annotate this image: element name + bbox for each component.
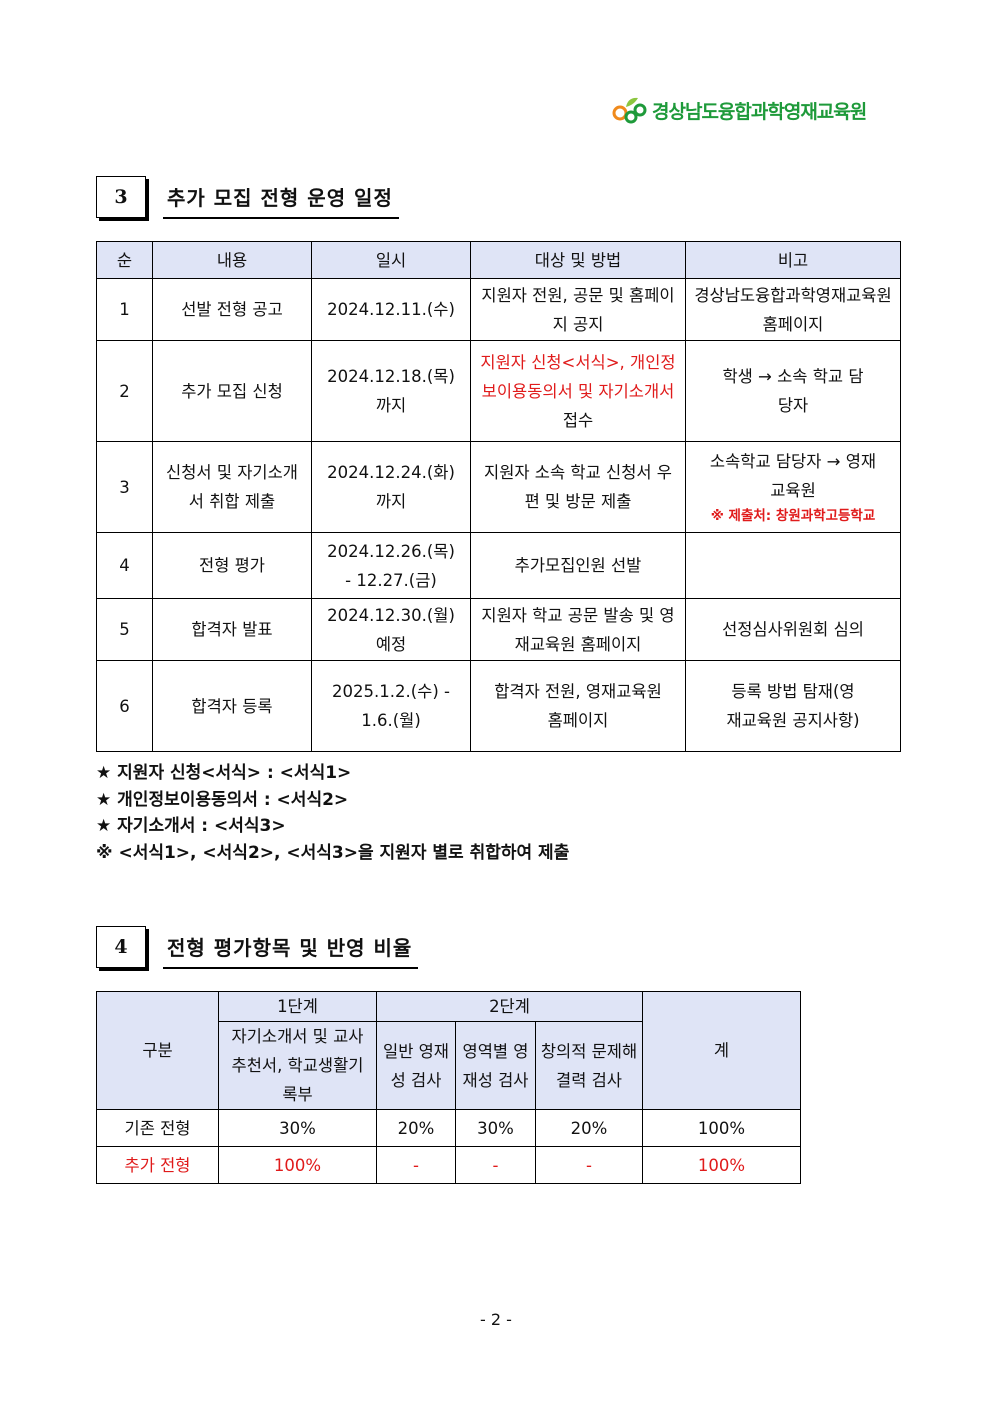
cell-total: 100% [642, 1146, 801, 1184]
table-row: 2 추가 모집 신청 2024.12.18.(목) 까지 지원자 신청<서식>,… [96, 340, 901, 442]
note-submission: ※ 제출처: 창원과학고등학교 [710, 508, 876, 524]
table-row: 5 합격자 발표 2024.12.30.(월) 예정 지원자 학교 공문 발송 … [96, 598, 901, 661]
cell-no: 4 [96, 532, 153, 599]
header-cell: 비고 [685, 241, 901, 279]
header-item: 영역별 영재성 검사 [455, 1021, 536, 1110]
cell-no: 5 [96, 598, 153, 661]
cell-no: 1 [96, 278, 153, 341]
table-header-row: 자기소개서 및 교사 추천서, 학교생활기록부 일반 영재성 검사 영역별 영재… [97, 1021, 801, 1110]
cell-content: 신청서 및 자기소개서 취합 제출 [152, 441, 312, 533]
header-stage1: 1단계 [218, 991, 377, 1022]
note-item: ※ <서식1>, <서식2>, <서식3>을 지원자 별로 취합하여 제출 [96, 842, 570, 863]
cell-value: 20% [535, 1109, 643, 1147]
header-cell: 일시 [311, 241, 471, 279]
cell-date: 2024.12.24.(화) 까지 [311, 441, 471, 533]
note-item: ★ 개인정보이용동의서 : <서식2> [96, 789, 349, 810]
cell-content: 선발 전형 공고 [152, 278, 312, 341]
table-row: 추가 전형 100% - - - 100% [96, 1146, 801, 1184]
header-cell: 내용 [152, 241, 312, 279]
note-item: ★ 자기소개서 : <서식3> [96, 816, 286, 836]
cell-note: 학생 → 소속 학교 담당자 [685, 340, 901, 442]
cell-date: 2025.1.2.(수) - 1.6.(월) [311, 660, 471, 752]
cell-content: 추가 모집 신청 [152, 340, 312, 442]
table-header-row: 순 내용 일시 대상 및 방법 비고 [96, 241, 901, 279]
cell-note: 경상남도융합과학영재교육원 홈페이지 [685, 278, 901, 341]
table-row: 3 신청서 및 자기소개서 취합 제출 2024.12.24.(화) 까지 지원… [96, 441, 901, 533]
section-number: 4 [96, 926, 146, 968]
cell-note [685, 532, 901, 599]
note-text: 소속학교 담당자 → 영재교육원 [709, 452, 877, 500]
cell-value: - [455, 1146, 536, 1184]
cell-value: 30% [455, 1109, 536, 1147]
table-row: 4 전형 평가 2024.12.26.(목) - 12.27.(금) 추가모집인… [96, 532, 901, 599]
cell-method: 지원자 전원, 공문 및 홈페이지 공지 [470, 278, 686, 341]
cell-content: 합격자 발표 [152, 598, 312, 661]
cell-note: 등록 방법 탐재(영재교육원 공지사항) [685, 660, 901, 752]
cell-no: 3 [96, 441, 153, 533]
logo: 경상남도융합과학영재교육원 [612, 95, 867, 125]
note-item: ★ 지원자 신청<서식> : <서식1> [96, 763, 352, 783]
cell-total: 100% [642, 1109, 801, 1147]
schedule-table: 순 내용 일시 대상 및 방법 비고 1 선발 전형 공고 2024.12.11… [96, 241, 901, 752]
evaluation-table: 구분 1단계 2단계 계 자기소개서 및 교사 추천서, 학교생활기록부 일반 … [96, 991, 801, 1184]
method-highlight: 지원자 신청<서식>, 개인정보이용동의서 및 자기소개서 [480, 352, 676, 401]
cell-date: 2024.12.11.(수) [311, 278, 471, 341]
cell-method: 추가모집인원 선발 [470, 532, 686, 599]
cell-method: 지원자 소속 학교 신청서 우편 및 방문 제출 [470, 441, 686, 533]
header-stage2: 2단계 [376, 991, 643, 1022]
section-title: 전형 평가항목 및 반영 비율 [163, 932, 419, 969]
cell-no: 6 [96, 660, 153, 752]
notes: ★ 지원자 신청<서식> : <서식1> ★ 개인정보이용동의서 : <서식2>… [96, 760, 569, 866]
cell-value: 30% [218, 1109, 377, 1147]
method-tail: 접수 [562, 410, 594, 430]
table-row: 1 선발 전형 공고 2024.12.11.(수) 지원자 전원, 공문 및 홈… [96, 278, 901, 341]
table-row: 기존 전형 30% 20% 30% 20% 100% [96, 1109, 801, 1147]
table-header-row: 구분 1단계 2단계 계 [96, 991, 801, 1110]
header-item: 창의적 문제해결력 검사 [535, 1021, 643, 1110]
cell-name: 기존 전형 [96, 1109, 219, 1147]
gifted-education-logo-icon [612, 97, 647, 124]
cell-value: 100% [218, 1146, 377, 1184]
cell-method: 지원자 신청<서식>, 개인정보이용동의서 및 자기소개서 접수 [470, 340, 686, 442]
cell-name: 추가 전형 [96, 1146, 219, 1184]
cell-date: 2024.12.30.(월) 예정 [311, 598, 471, 661]
table-row: 6 합격자 등록 2025.1.2.(수) - 1.6.(월) 합격자 전원, … [96, 660, 901, 752]
logo-text: 경상남도융합과학영재교육원 [652, 100, 867, 123]
header-total: 계 [642, 991, 801, 1110]
header-cell: 대상 및 방법 [470, 241, 686, 279]
header-cell: 순 [96, 241, 153, 279]
cell-no: 2 [96, 340, 153, 442]
cell-date: 2024.12.18.(목) 까지 [311, 340, 471, 442]
cell-date: 2024.12.26.(목) - 12.27.(금) [311, 532, 471, 599]
section-number: 3 [96, 176, 146, 218]
cell-content: 합격자 등록 [152, 660, 312, 752]
page-number: - 2 - [480, 1310, 512, 1329]
section-title: 추가 모집 전형 운영 일정 [163, 182, 399, 219]
cell-value: - [376, 1146, 456, 1184]
cell-note: 소속학교 담당자 → 영재교육원 ※ 제출처: 창원과학고등학교 [685, 441, 901, 533]
cell-value: 20% [376, 1109, 456, 1147]
header-category: 구분 [96, 991, 219, 1110]
header-item: 일반 영재성 검사 [376, 1021, 456, 1110]
header-item: 자기소개서 및 교사 추천서, 학교생활기록부 [218, 1021, 377, 1110]
cell-method: 지원자 학교 공문 발송 및 영재교육원 홈페이지 [470, 598, 686, 661]
cell-note: 선정심사위원회 심의 [685, 598, 901, 661]
cell-method: 합격자 전원, 영재교육원 홈페이지 [470, 660, 686, 752]
cell-content: 전형 평가 [152, 532, 312, 599]
cell-value: - [535, 1146, 643, 1184]
